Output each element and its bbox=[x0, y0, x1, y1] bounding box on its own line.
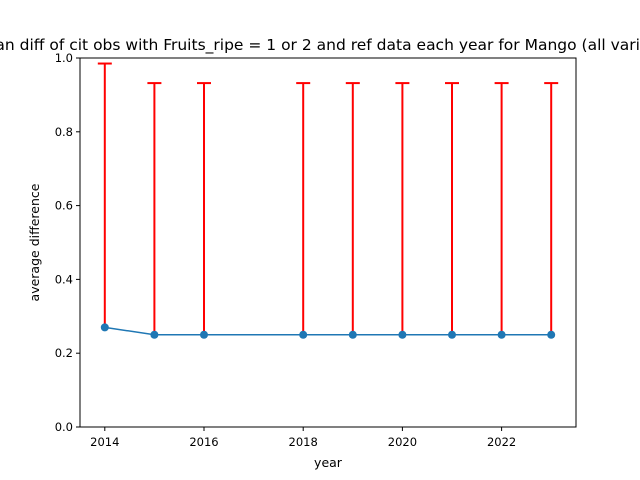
x-tick-label: 2020 bbox=[388, 435, 417, 449]
y-tick-label: 0.2 bbox=[55, 346, 73, 360]
y-tick-label: 0.8 bbox=[55, 125, 73, 139]
axes-frame bbox=[79, 57, 577, 428]
data-point bbox=[547, 330, 556, 339]
x-axis-label: year bbox=[314, 455, 343, 470]
plot-area bbox=[97, 62, 559, 339]
y-axis-label: average difference bbox=[27, 183, 42, 301]
x-tick-label: 2022 bbox=[487, 435, 516, 449]
data-point bbox=[299, 330, 308, 339]
series-line bbox=[104, 326, 552, 336]
data-point bbox=[200, 330, 208, 339]
x-tick-label: 2016 bbox=[189, 435, 218, 449]
y-ticks: 0.0 0.2 0.4 0.6 0.8 1.0 bbox=[55, 51, 80, 434]
y-tick-label: 0.0 bbox=[55, 420, 73, 434]
y-tick-label: 0.6 bbox=[55, 199, 73, 213]
x-ticks: 2014 2016 2018 2020 2022 bbox=[90, 427, 516, 449]
data-point bbox=[348, 330, 357, 339]
y-tick-label: 0.4 bbox=[55, 272, 73, 286]
x-tick-label: 2014 bbox=[90, 435, 119, 449]
chart-title: Mean diff of cit obs with Fruits_ripe = … bbox=[0, 36, 640, 55]
x-tick-label: 2018 bbox=[289, 435, 318, 449]
data-point bbox=[448, 330, 456, 339]
data-point bbox=[150, 330, 159, 339]
data-point bbox=[497, 330, 506, 339]
y-tick-label: 1.0 bbox=[55, 51, 73, 65]
data-point bbox=[398, 330, 407, 339]
data-point bbox=[100, 323, 109, 332]
